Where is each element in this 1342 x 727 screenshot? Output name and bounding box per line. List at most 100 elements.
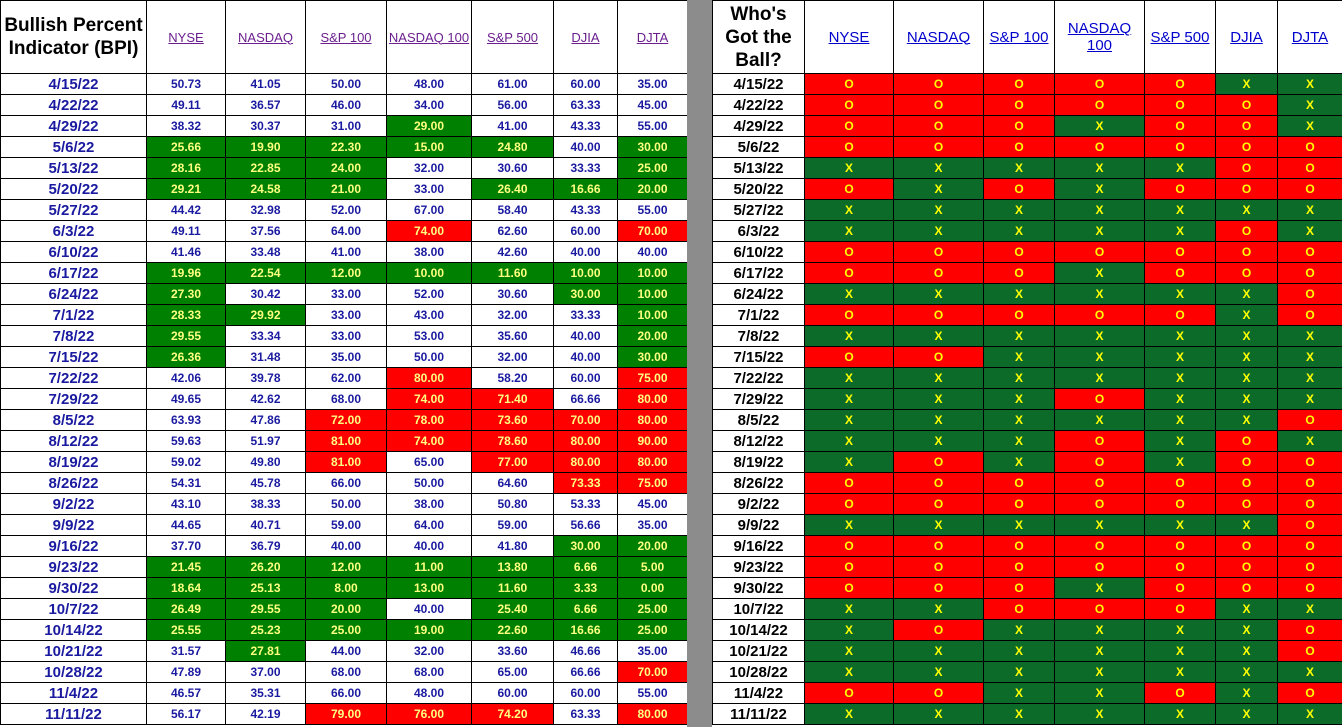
- bpi-value-cell[interactable]: 68.00: [305, 661, 387, 683]
- bpi-value-cell[interactable]: 19.90: [225, 136, 306, 158]
- ball-signal-cell[interactable]: O: [1277, 493, 1342, 515]
- bpi-date-cell[interactable]: 7/1/22: [0, 304, 147, 326]
- bpi-value-cell[interactable]: 29.21: [146, 178, 226, 200]
- bpi-value-cell[interactable]: 29.55: [225, 598, 306, 620]
- bpi-value-cell[interactable]: 40.00: [386, 535, 472, 557]
- bpi-date-cell[interactable]: 4/15/22: [0, 73, 147, 95]
- ball-date-cell[interactable]: 10/21/22: [712, 640, 805, 662]
- ball-signal-cell[interactable]: O: [1144, 598, 1216, 620]
- ball-signal-cell[interactable]: X: [1215, 346, 1278, 368]
- ball-signal-cell[interactable]: X: [983, 514, 1055, 536]
- ball-signal-cell[interactable]: O: [1215, 220, 1278, 242]
- ball-date-cell[interactable]: 4/22/22: [712, 94, 805, 116]
- bpi-value-cell[interactable]: 24.58: [225, 178, 306, 200]
- bpi-value-cell[interactable]: 40.00: [553, 241, 618, 263]
- bpi-date-cell[interactable]: 11/4/22: [0, 682, 147, 704]
- ball-signal-cell[interactable]: O: [893, 682, 984, 704]
- ball-signal-cell[interactable]: X: [1054, 661, 1145, 683]
- bpi-date-cell[interactable]: 5/27/22: [0, 199, 147, 221]
- ball-signal-cell[interactable]: X: [1277, 94, 1342, 116]
- ball-signal-cell[interactable]: O: [1277, 262, 1342, 284]
- ball-signal-cell[interactable]: O: [1215, 136, 1278, 158]
- bpi-date-cell[interactable]: 9/30/22: [0, 577, 147, 599]
- ball-signal-cell[interactable]: O: [1277, 682, 1342, 704]
- bpi-value-cell[interactable]: 38.00: [386, 493, 472, 515]
- bpi-value-cell[interactable]: 65.00: [386, 451, 472, 473]
- ball-signal-cell[interactable]: X: [804, 367, 894, 389]
- ball-date-cell[interactable]: 8/12/22: [712, 430, 805, 452]
- ball-signal-cell[interactable]: X: [893, 388, 984, 410]
- ball-signal-cell[interactable]: O: [1054, 73, 1145, 95]
- ball-signal-cell[interactable]: O: [893, 619, 984, 641]
- bpi-value-cell[interactable]: 50.00: [305, 73, 387, 95]
- ball-signal-cell[interactable]: O: [804, 136, 894, 158]
- bpi-value-cell[interactable]: 44.42: [146, 199, 226, 221]
- ball-date-cell[interactable]: 10/14/22: [712, 619, 805, 641]
- bpi-value-cell[interactable]: 80.00: [386, 367, 472, 389]
- bpi-date-cell[interactable]: 10/7/22: [0, 598, 147, 620]
- ball-signal-cell[interactable]: O: [1215, 577, 1278, 599]
- bpi-value-cell[interactable]: 81.00: [305, 430, 387, 452]
- bpi-date-cell[interactable]: 7/29/22: [0, 388, 147, 410]
- bpi-date-cell[interactable]: 10/14/22: [0, 619, 147, 641]
- ball-signal-cell[interactable]: O: [1277, 577, 1342, 599]
- bpi-value-cell[interactable]: 53.33: [553, 493, 618, 515]
- ball-signal-cell[interactable]: X: [804, 388, 894, 410]
- ball-signal-cell[interactable]: X: [1215, 661, 1278, 683]
- bpi-value-cell[interactable]: 25.00: [305, 619, 387, 641]
- bpi-value-cell[interactable]: 5.00: [617, 556, 688, 578]
- ball-signal-cell[interactable]: O: [983, 577, 1055, 599]
- ball-signal-cell[interactable]: O: [1215, 493, 1278, 515]
- ball-signal-cell[interactable]: O: [1054, 136, 1145, 158]
- bpi-value-cell[interactable]: 35.00: [617, 73, 688, 95]
- ball-signal-cell[interactable]: X: [1054, 367, 1145, 389]
- bpi-value-cell[interactable]: 61.00: [471, 73, 554, 95]
- ball-signal-cell[interactable]: X: [1144, 451, 1216, 473]
- bpi-value-cell[interactable]: 38.32: [146, 115, 226, 137]
- bpi-value-cell[interactable]: 31.57: [146, 640, 226, 662]
- bpi-value-cell[interactable]: 50.73: [146, 73, 226, 95]
- ball-signal-cell[interactable]: O: [1144, 262, 1216, 284]
- ball-signal-cell[interactable]: O: [983, 472, 1055, 494]
- ball-date-cell[interactable]: 7/22/22: [712, 367, 805, 389]
- ball-date-cell[interactable]: 5/20/22: [712, 178, 805, 200]
- bpi-value-cell[interactable]: 42.60: [471, 241, 554, 263]
- ball-date-cell[interactable]: 9/9/22: [712, 514, 805, 536]
- bpi-date-cell[interactable]: 9/23/22: [0, 556, 147, 578]
- ball-signal-cell[interactable]: O: [983, 136, 1055, 158]
- bpi-value-cell[interactable]: 35.00: [617, 514, 688, 536]
- ball-signal-cell[interactable]: X: [1215, 304, 1278, 326]
- ball-col-sp500[interactable]: S&P 500: [1144, 0, 1216, 74]
- ball-signal-cell[interactable]: O: [1277, 409, 1342, 431]
- ball-signal-cell[interactable]: O: [893, 241, 984, 263]
- ball-signal-cell[interactable]: X: [1277, 325, 1342, 347]
- ball-signal-cell[interactable]: X: [1144, 514, 1216, 536]
- bpi-value-cell[interactable]: 10.00: [553, 262, 618, 284]
- ball-signal-cell[interactable]: X: [983, 430, 1055, 452]
- bpi-value-cell[interactable]: 29.55: [146, 325, 226, 347]
- ball-signal-cell[interactable]: X: [1144, 367, 1216, 389]
- ball-signal-cell[interactable]: O: [983, 241, 1055, 263]
- ball-col-nasdaq100[interactable]: NASDAQ 100: [1054, 0, 1145, 74]
- bpi-value-cell[interactable]: 63.33: [553, 94, 618, 116]
- ball-signal-cell[interactable]: O: [1215, 157, 1278, 179]
- bpi-value-cell[interactable]: 37.56: [225, 220, 306, 242]
- bpi-value-cell[interactable]: 32.00: [386, 157, 472, 179]
- ball-col-nyse[interactable]: NYSE: [804, 0, 894, 74]
- bpi-value-cell[interactable]: 48.00: [386, 73, 472, 95]
- ball-signal-cell[interactable]: O: [983, 262, 1055, 284]
- ball-date-cell[interactable]: 6/17/22: [712, 262, 805, 284]
- bpi-value-cell[interactable]: 81.00: [305, 451, 387, 473]
- ball-signal-cell[interactable]: O: [1277, 304, 1342, 326]
- ball-signal-cell[interactable]: X: [1215, 73, 1278, 95]
- bpi-date-cell[interactable]: 6/10/22: [0, 241, 147, 263]
- bpi-value-cell[interactable]: 75.00: [617, 472, 688, 494]
- bpi-value-cell[interactable]: 68.00: [305, 388, 387, 410]
- bpi-value-cell[interactable]: 25.00: [617, 157, 688, 179]
- ball-signal-cell[interactable]: X: [804, 220, 894, 242]
- ball-signal-cell[interactable]: O: [1215, 430, 1278, 452]
- bpi-value-cell[interactable]: 64.00: [386, 514, 472, 536]
- ball-signal-cell[interactable]: X: [983, 388, 1055, 410]
- bpi-value-cell[interactable]: 67.00: [386, 199, 472, 221]
- ball-signal-cell[interactable]: O: [1144, 136, 1216, 158]
